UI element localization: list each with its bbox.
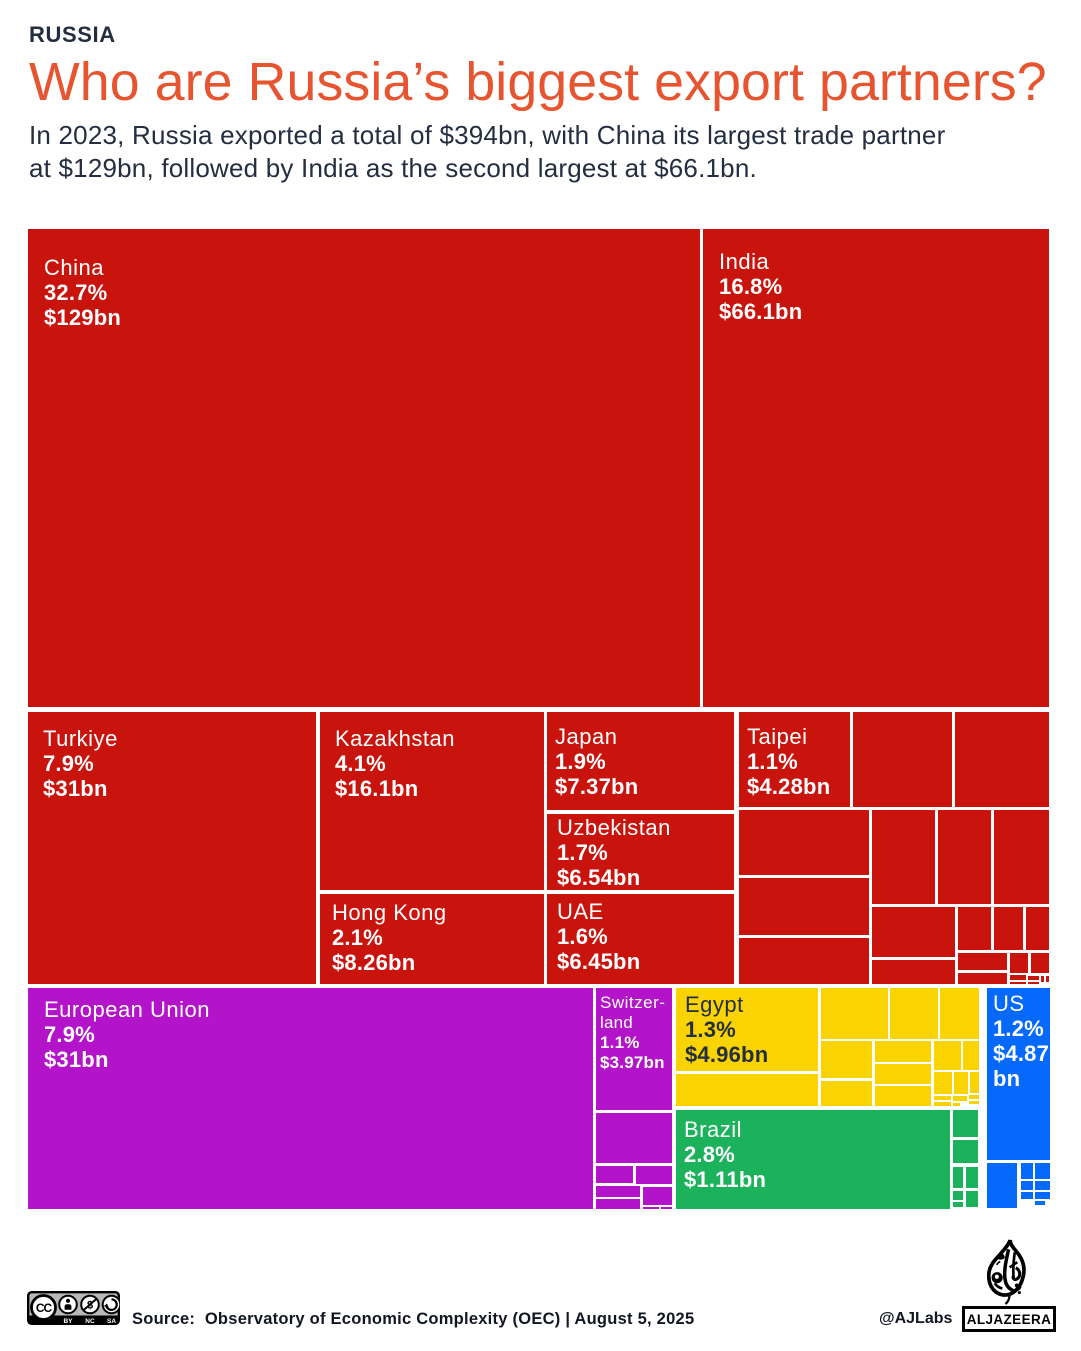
- svg-text:CC: CC: [36, 1301, 53, 1315]
- svg-text:BY: BY: [63, 1318, 73, 1325]
- svg-text:NC: NC: [85, 1318, 95, 1325]
- svg-text:SA: SA: [107, 1318, 116, 1325]
